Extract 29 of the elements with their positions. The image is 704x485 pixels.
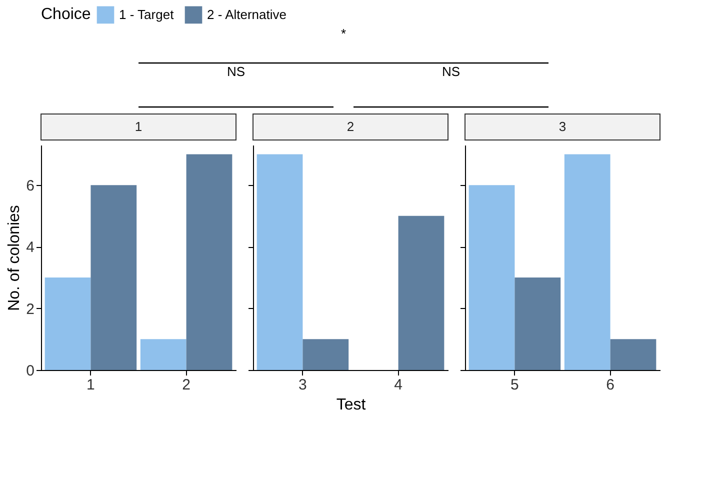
x-tick-label: 5 <box>510 376 519 394</box>
text: * <box>340 26 346 41</box>
x-tick-label: 3 <box>298 376 307 394</box>
legend-title: Choice <box>41 6 91 23</box>
bar <box>140 339 186 370</box>
bar <box>186 154 232 370</box>
bar <box>564 154 610 370</box>
bar <box>44 278 91 370</box>
bar <box>468 185 515 370</box>
x-tick-label: 1 <box>86 376 95 394</box>
text: NS <box>226 64 246 79</box>
chart-title: 1 <box>134 119 142 134</box>
bar <box>610 339 656 370</box>
x-tick-label: 6 <box>606 376 614 394</box>
bar <box>514 278 561 370</box>
text: NS <box>442 64 460 79</box>
y-tick-label: 2 <box>26 300 34 318</box>
x-axis-title: Test <box>336 396 366 414</box>
y-tick-label: 6 <box>26 178 34 195</box>
bar <box>90 185 137 370</box>
y-tick-label: 4 <box>26 239 34 256</box>
x-tick-label: 4 <box>394 376 402 394</box>
y-tick-label: 0 <box>26 362 34 380</box>
chart-title: 3 <box>558 119 566 134</box>
legend-label: 1 - Target <box>119 6 174 22</box>
legend-label: 2 - Alternative <box>207 6 286 22</box>
chart-title: 2 <box>346 119 354 134</box>
y-axis-title: No. of colonies <box>6 205 24 311</box>
x-tick-label: 2 <box>182 376 190 394</box>
